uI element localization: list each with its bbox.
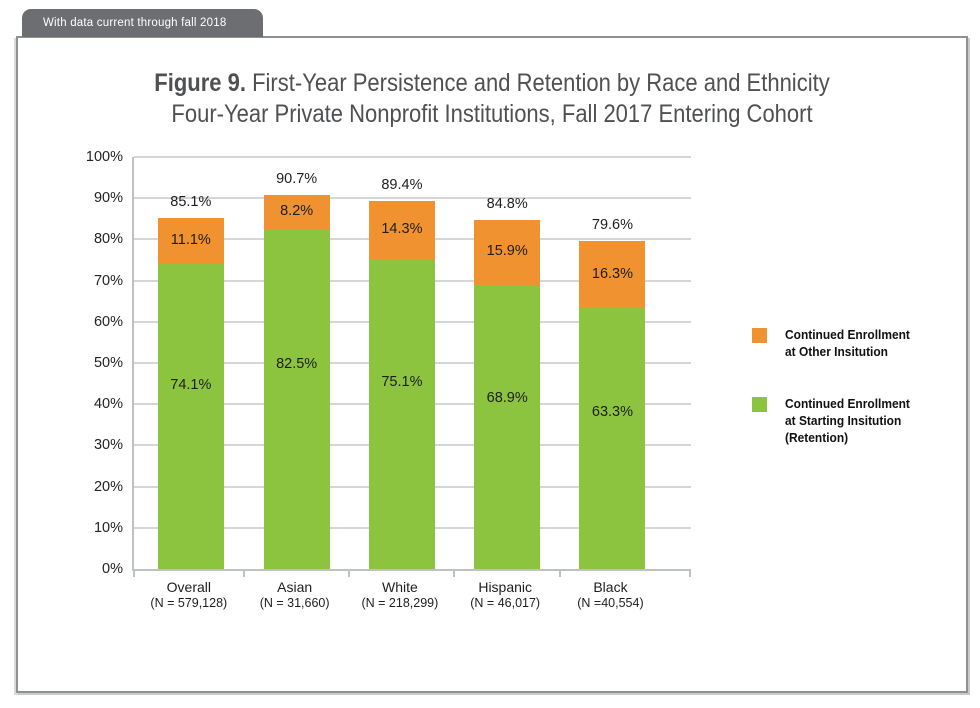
x-axis-category-label: Black (N =40,554) xyxy=(540,579,680,611)
x-axis-tick xyxy=(559,569,562,577)
y-axis: 0% 10% 20% 30% 40% 50% 60% 70% 80% 90% 100% xyxy=(18,149,123,577)
y-axis-tick-label: 30% xyxy=(93,437,123,454)
legend-label-line: Continued Enrollment xyxy=(785,396,910,411)
figure-title-line2: Four-Year Private Nonprofit Institutions… xyxy=(171,100,813,128)
y-axis-tick-label: 10% xyxy=(93,519,123,536)
figure-title-text: First-Year Persistence and Retention by … xyxy=(245,69,830,97)
y-axis-tick-label: 100% xyxy=(85,149,123,165)
gridline xyxy=(134,156,691,158)
other-institution-value-label: 16.3% xyxy=(591,265,634,282)
category-n-count: (N =40,554) xyxy=(577,596,644,610)
legend-label-line: at Other Insitution xyxy=(785,344,888,359)
green-swatch-icon xyxy=(752,397,767,412)
bar-segment-retention: 74.1% xyxy=(157,263,224,569)
banner-text: With data current through fall 2018 xyxy=(43,17,227,29)
bar-asian: 82.5% 8.2% xyxy=(263,157,330,569)
y-axis-tick-label: 40% xyxy=(93,396,123,413)
x-axis-category-label: Overall (N = 579,128) xyxy=(119,579,259,611)
x-axis-tick xyxy=(453,569,456,577)
category-name: Asian xyxy=(277,579,313,595)
other-institution-value-label: 11.1% xyxy=(170,231,211,248)
category-n-count: (N = 218,299) xyxy=(361,596,439,610)
bar-segment-retention: 82.5% xyxy=(263,229,330,569)
x-axis-labels: Overall (N = 579,128) Asian (N = 31,660) Whi… xyxy=(132,579,689,623)
y-axis-tick-label: 80% xyxy=(93,231,123,248)
legend-label-line: at Starting Insitution xyxy=(785,413,902,428)
bar-segment-other-institution: 14.3% xyxy=(368,200,435,260)
legend: Continued Enrollment at Other Insitution… xyxy=(752,326,952,481)
total-persistence-label: 89.4% xyxy=(381,176,423,193)
x-axis-tick xyxy=(348,569,350,577)
bar-segment-other-institution: 11.1% xyxy=(157,218,224,264)
category-n-count: (N = 579,128) xyxy=(150,596,228,610)
category-n-count: (N = 46,017) xyxy=(470,596,541,610)
category-n-count: (N = 31,660) xyxy=(259,596,330,610)
retention-value-label: 74.1% xyxy=(170,376,212,393)
total-persistence-label: 85.1% xyxy=(170,194,212,211)
other-institution-value-label: 14.3% xyxy=(381,221,423,238)
total-persistence-label: 90.7% xyxy=(276,171,318,188)
y-axis-tick-label: 20% xyxy=(93,478,123,495)
category-name: Hispanic xyxy=(478,579,533,595)
bar-overall: 74.1% 11.1% xyxy=(157,157,224,569)
y-axis-tick-label: 90% xyxy=(93,190,123,207)
legend-label: Continued Enrollment at Starting Insitut… xyxy=(785,395,910,446)
x-axis-tick xyxy=(133,569,135,577)
bar-segment-other-institution: 8.2% xyxy=(263,195,330,230)
bar-segment-retention: 75.1% xyxy=(368,259,435,569)
x-axis-tick xyxy=(242,569,245,577)
y-axis-tick-label: 70% xyxy=(93,272,123,289)
category-name: Overall xyxy=(166,579,211,595)
retention-value-label: 82.5% xyxy=(276,356,318,373)
x-axis-category-label: Hispanic (N = 46,017) xyxy=(435,579,575,611)
total-persistence-label: 84.8% xyxy=(486,195,528,212)
legend-item-starting-institution: Continued Enrollment at Starting Insitut… xyxy=(752,395,952,446)
x-axis-category-label: White (N = 218,299) xyxy=(330,579,470,611)
legend-label-line: Continued Enrollment xyxy=(785,327,910,342)
plot-area: 74.1% 11.1% 85.1% 82.5% 8.2% 90.7% 75.1% 14.3% 8… xyxy=(132,156,691,577)
other-institution-value-label: 8.2% xyxy=(280,203,314,220)
retention-value-label: 63.3% xyxy=(591,403,634,420)
y-axis-tick-label: 60% xyxy=(93,313,123,330)
category-name: White xyxy=(382,579,418,595)
banner-tab: With data current through fall 2018 xyxy=(22,9,263,37)
total-persistence-label: 79.6% xyxy=(591,217,634,234)
figure-title-line1: Figure 9. First-Year Persistence and Ret… xyxy=(75,68,909,99)
legend-item-other-institution: Continued Enrollment at Other Insitution xyxy=(752,326,952,360)
figure-panel: Figure 9. First-Year Persistence and Ret… xyxy=(16,36,968,693)
bar-black: 63.3% 16.3% xyxy=(579,157,646,569)
y-axis-tick-label: 50% xyxy=(93,355,123,371)
category-name: Black xyxy=(593,579,628,595)
gridline xyxy=(134,197,691,200)
bar-white: 75.1% 14.3% xyxy=(368,157,435,569)
figure-title: Figure 9. First-Year Persistence and Ret… xyxy=(18,38,966,130)
figure-number: Figure 9. xyxy=(154,69,246,97)
other-institution-value-label: 15.9% xyxy=(486,243,528,260)
orange-swatch-icon xyxy=(752,328,767,343)
legend-label-line: (Retention) xyxy=(785,430,849,445)
x-axis-category-label: Asian (N = 31,660) xyxy=(225,579,365,611)
bar-hispanic: 68.9% 15.9% xyxy=(474,157,541,569)
x-axis-tick xyxy=(689,569,691,577)
bar-segment-other-institution: 16.3% xyxy=(579,241,646,309)
bar-segment-other-institution: 15.9% xyxy=(474,219,541,286)
retention-value-label: 68.9% xyxy=(486,389,528,406)
y-axis-tick-label: 0% xyxy=(102,561,123,577)
bar-segment-retention: 63.3% xyxy=(579,308,646,569)
retention-value-label: 75.1% xyxy=(381,374,423,391)
legend-label: Continued Enrollment at Other Insitution xyxy=(785,326,910,360)
bar-segment-retention: 68.9% xyxy=(474,285,541,569)
